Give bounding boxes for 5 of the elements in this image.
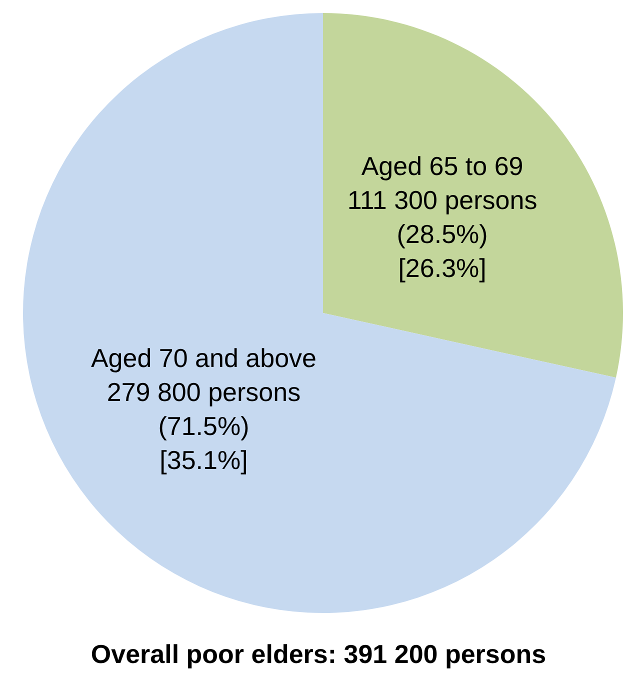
slice-label: Aged 70 and above xyxy=(90,342,316,373)
data-label: 279 800 persons (71.5%) [35.1%] xyxy=(106,376,301,475)
data-label: 111 300 persons (28.5%) [26.3%] xyxy=(347,185,538,284)
text: Overall poor elders: 391 200 persons xyxy=(90,639,546,669)
slice-label: Aged 65 to 69 xyxy=(361,151,524,182)
